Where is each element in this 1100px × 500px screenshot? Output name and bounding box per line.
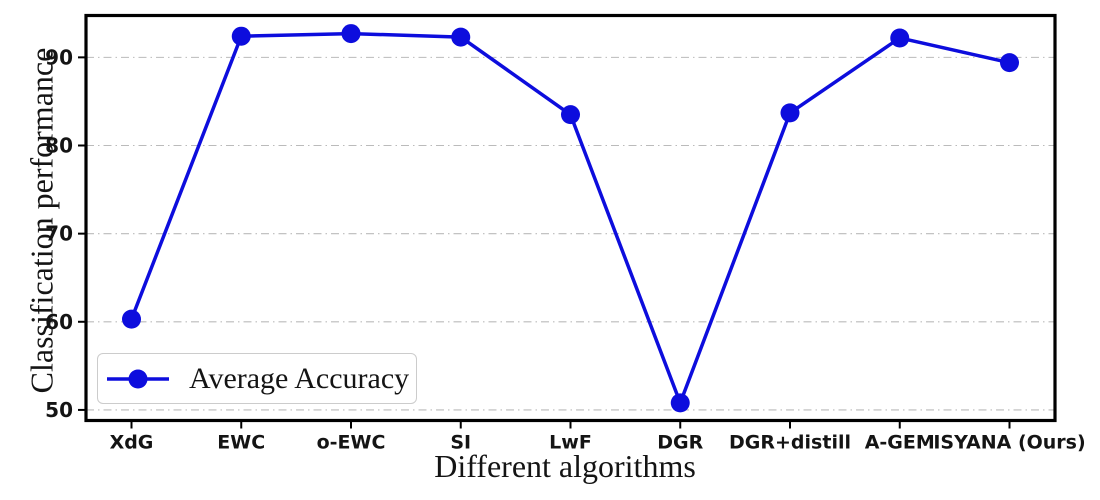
data-point <box>122 309 141 329</box>
x-tick-label: SI <box>450 432 471 454</box>
plot-border <box>84 13 1057 423</box>
legend-line-marker-icon <box>107 369 169 388</box>
y-tick-label: 60 <box>45 310 73 334</box>
data-point <box>1000 53 1019 73</box>
data-point <box>890 28 910 48</box>
data-point <box>451 27 471 47</box>
x-tick-label: DGR <box>657 432 703 454</box>
data-point <box>561 105 580 125</box>
data-point <box>231 26 251 46</box>
y-tick-label: 70 <box>45 222 73 246</box>
legend: Average Accuracy <box>97 353 417 404</box>
x-tick-label: LwF <box>549 432 592 454</box>
x-tick-label: EWC <box>217 432 265 454</box>
data-line <box>129 31 1012 405</box>
y-tick-label: 90 <box>45 45 73 69</box>
x-tick-label: XdG <box>110 432 154 454</box>
y-tick-label: 80 <box>45 134 73 158</box>
x-tick-label: A-GEM <box>865 432 935 454</box>
x-tick-label: o-EWC <box>317 432 386 454</box>
data-point <box>670 393 690 413</box>
x-tick-label: DGR+distill <box>729 432 851 454</box>
y-axis-label: Classification performance <box>23 47 60 394</box>
data-point <box>780 103 800 123</box>
data-point <box>341 24 361 44</box>
x-axis-label: Different algorithms <box>434 448 696 484</box>
y-tick-label: 50 <box>45 398 73 422</box>
x-tick-label: ISYANA (Ours) <box>933 432 1085 454</box>
legend-label: Average Accuracy <box>189 361 410 395</box>
